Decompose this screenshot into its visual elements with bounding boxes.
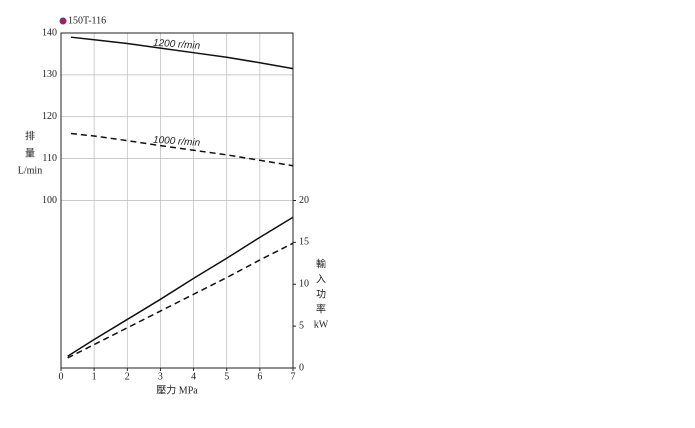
x-tick-label: 5 [224, 371, 229, 382]
annotation: 1200 r/min [153, 38, 201, 52]
x-tick-label: 2 [125, 371, 130, 382]
y-tick-label: 130 [42, 69, 57, 80]
x-tick-label: 7 [291, 371, 296, 382]
y2-axis-label: kW [314, 319, 329, 330]
x-tick-label: 4 [191, 371, 196, 382]
y2-tick-label: 20 [299, 195, 309, 206]
chart-title: 150T-116 [68, 15, 106, 26]
y2-axis-label: 功 [316, 288, 326, 300]
y-axis-label: 量 [25, 147, 35, 159]
y-tick-label: 120 [42, 111, 57, 122]
y2-axis-label: 率 [316, 302, 326, 315]
y-axis-label: 排 [25, 129, 35, 142]
y2-tick-label: 0 [299, 362, 304, 373]
x-tick-label: 3 [158, 371, 163, 382]
x-axis-label: 壓力 MPa [156, 383, 198, 396]
y-tick-label: 110 [42, 153, 57, 164]
series-line [67, 216, 294, 357]
y2-tick-label: 15 [299, 237, 309, 248]
title-bullet [59, 17, 67, 25]
y-tick-label: 140 [42, 27, 57, 38]
x-tick-label: 1 [92, 371, 97, 382]
x-tick-label: 6 [257, 371, 262, 382]
y-axis-label: L/min [18, 165, 42, 176]
y2-axis-label: 入 [316, 274, 326, 285]
x-tick-label: 0 [59, 371, 64, 382]
series-line [67, 242, 294, 359]
y2-tick-label: 5 [299, 320, 304, 331]
plot-frame [60, 32, 294, 369]
y-tick-label: 100 [42, 195, 57, 206]
series-line [70, 132, 294, 167]
annotation: 1000 r/min [153, 135, 201, 149]
series-line [70, 36, 294, 70]
y2-tick-label: 10 [299, 279, 309, 290]
y2-axis-label: 輸 [316, 257, 326, 270]
